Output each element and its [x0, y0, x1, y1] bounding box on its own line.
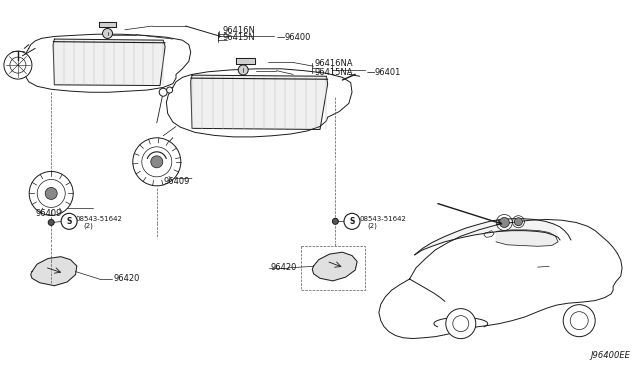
- Circle shape: [133, 138, 181, 186]
- Text: 96420: 96420: [114, 274, 140, 283]
- Text: 96409: 96409: [35, 209, 61, 218]
- Polygon shape: [379, 219, 622, 339]
- Text: 96416N: 96416N: [222, 26, 255, 35]
- Circle shape: [238, 65, 248, 75]
- Text: —: —: [367, 68, 375, 77]
- Circle shape: [45, 187, 57, 199]
- Circle shape: [29, 171, 73, 215]
- Circle shape: [446, 309, 476, 339]
- Circle shape: [159, 88, 167, 96]
- Polygon shape: [53, 39, 165, 86]
- Circle shape: [563, 305, 595, 337]
- Text: S: S: [349, 217, 355, 226]
- Circle shape: [4, 51, 32, 79]
- Polygon shape: [31, 257, 77, 286]
- Circle shape: [344, 213, 360, 230]
- Text: 96400: 96400: [285, 33, 311, 42]
- Text: 96409: 96409: [163, 177, 189, 186]
- Circle shape: [332, 218, 339, 224]
- Text: S: S: [67, 217, 72, 226]
- Polygon shape: [484, 231, 494, 237]
- Polygon shape: [166, 69, 352, 137]
- Circle shape: [499, 218, 509, 227]
- Text: 96420: 96420: [270, 263, 296, 272]
- Text: 96415N: 96415N: [222, 33, 255, 42]
- Polygon shape: [415, 219, 558, 255]
- Text: (2): (2): [83, 223, 93, 230]
- Polygon shape: [22, 34, 191, 92]
- Circle shape: [61, 213, 77, 230]
- Polygon shape: [496, 230, 558, 246]
- Text: 08543-51642: 08543-51642: [360, 216, 406, 222]
- Text: 96401: 96401: [374, 68, 401, 77]
- Text: (2): (2): [367, 222, 377, 229]
- Text: J96400EE: J96400EE: [591, 351, 630, 360]
- Polygon shape: [236, 58, 255, 64]
- Text: 96416NA: 96416NA: [315, 59, 353, 68]
- Circle shape: [166, 87, 173, 93]
- Text: 96415NA: 96415NA: [315, 68, 353, 77]
- Text: —: —: [276, 33, 285, 42]
- Circle shape: [151, 156, 163, 168]
- Circle shape: [48, 219, 54, 225]
- Polygon shape: [191, 75, 328, 129]
- Polygon shape: [312, 252, 357, 281]
- Circle shape: [102, 29, 113, 38]
- Circle shape: [154, 157, 164, 167]
- Text: 08543-51642: 08543-51642: [76, 217, 122, 222]
- Polygon shape: [99, 22, 116, 27]
- Circle shape: [139, 142, 179, 182]
- Circle shape: [515, 218, 522, 226]
